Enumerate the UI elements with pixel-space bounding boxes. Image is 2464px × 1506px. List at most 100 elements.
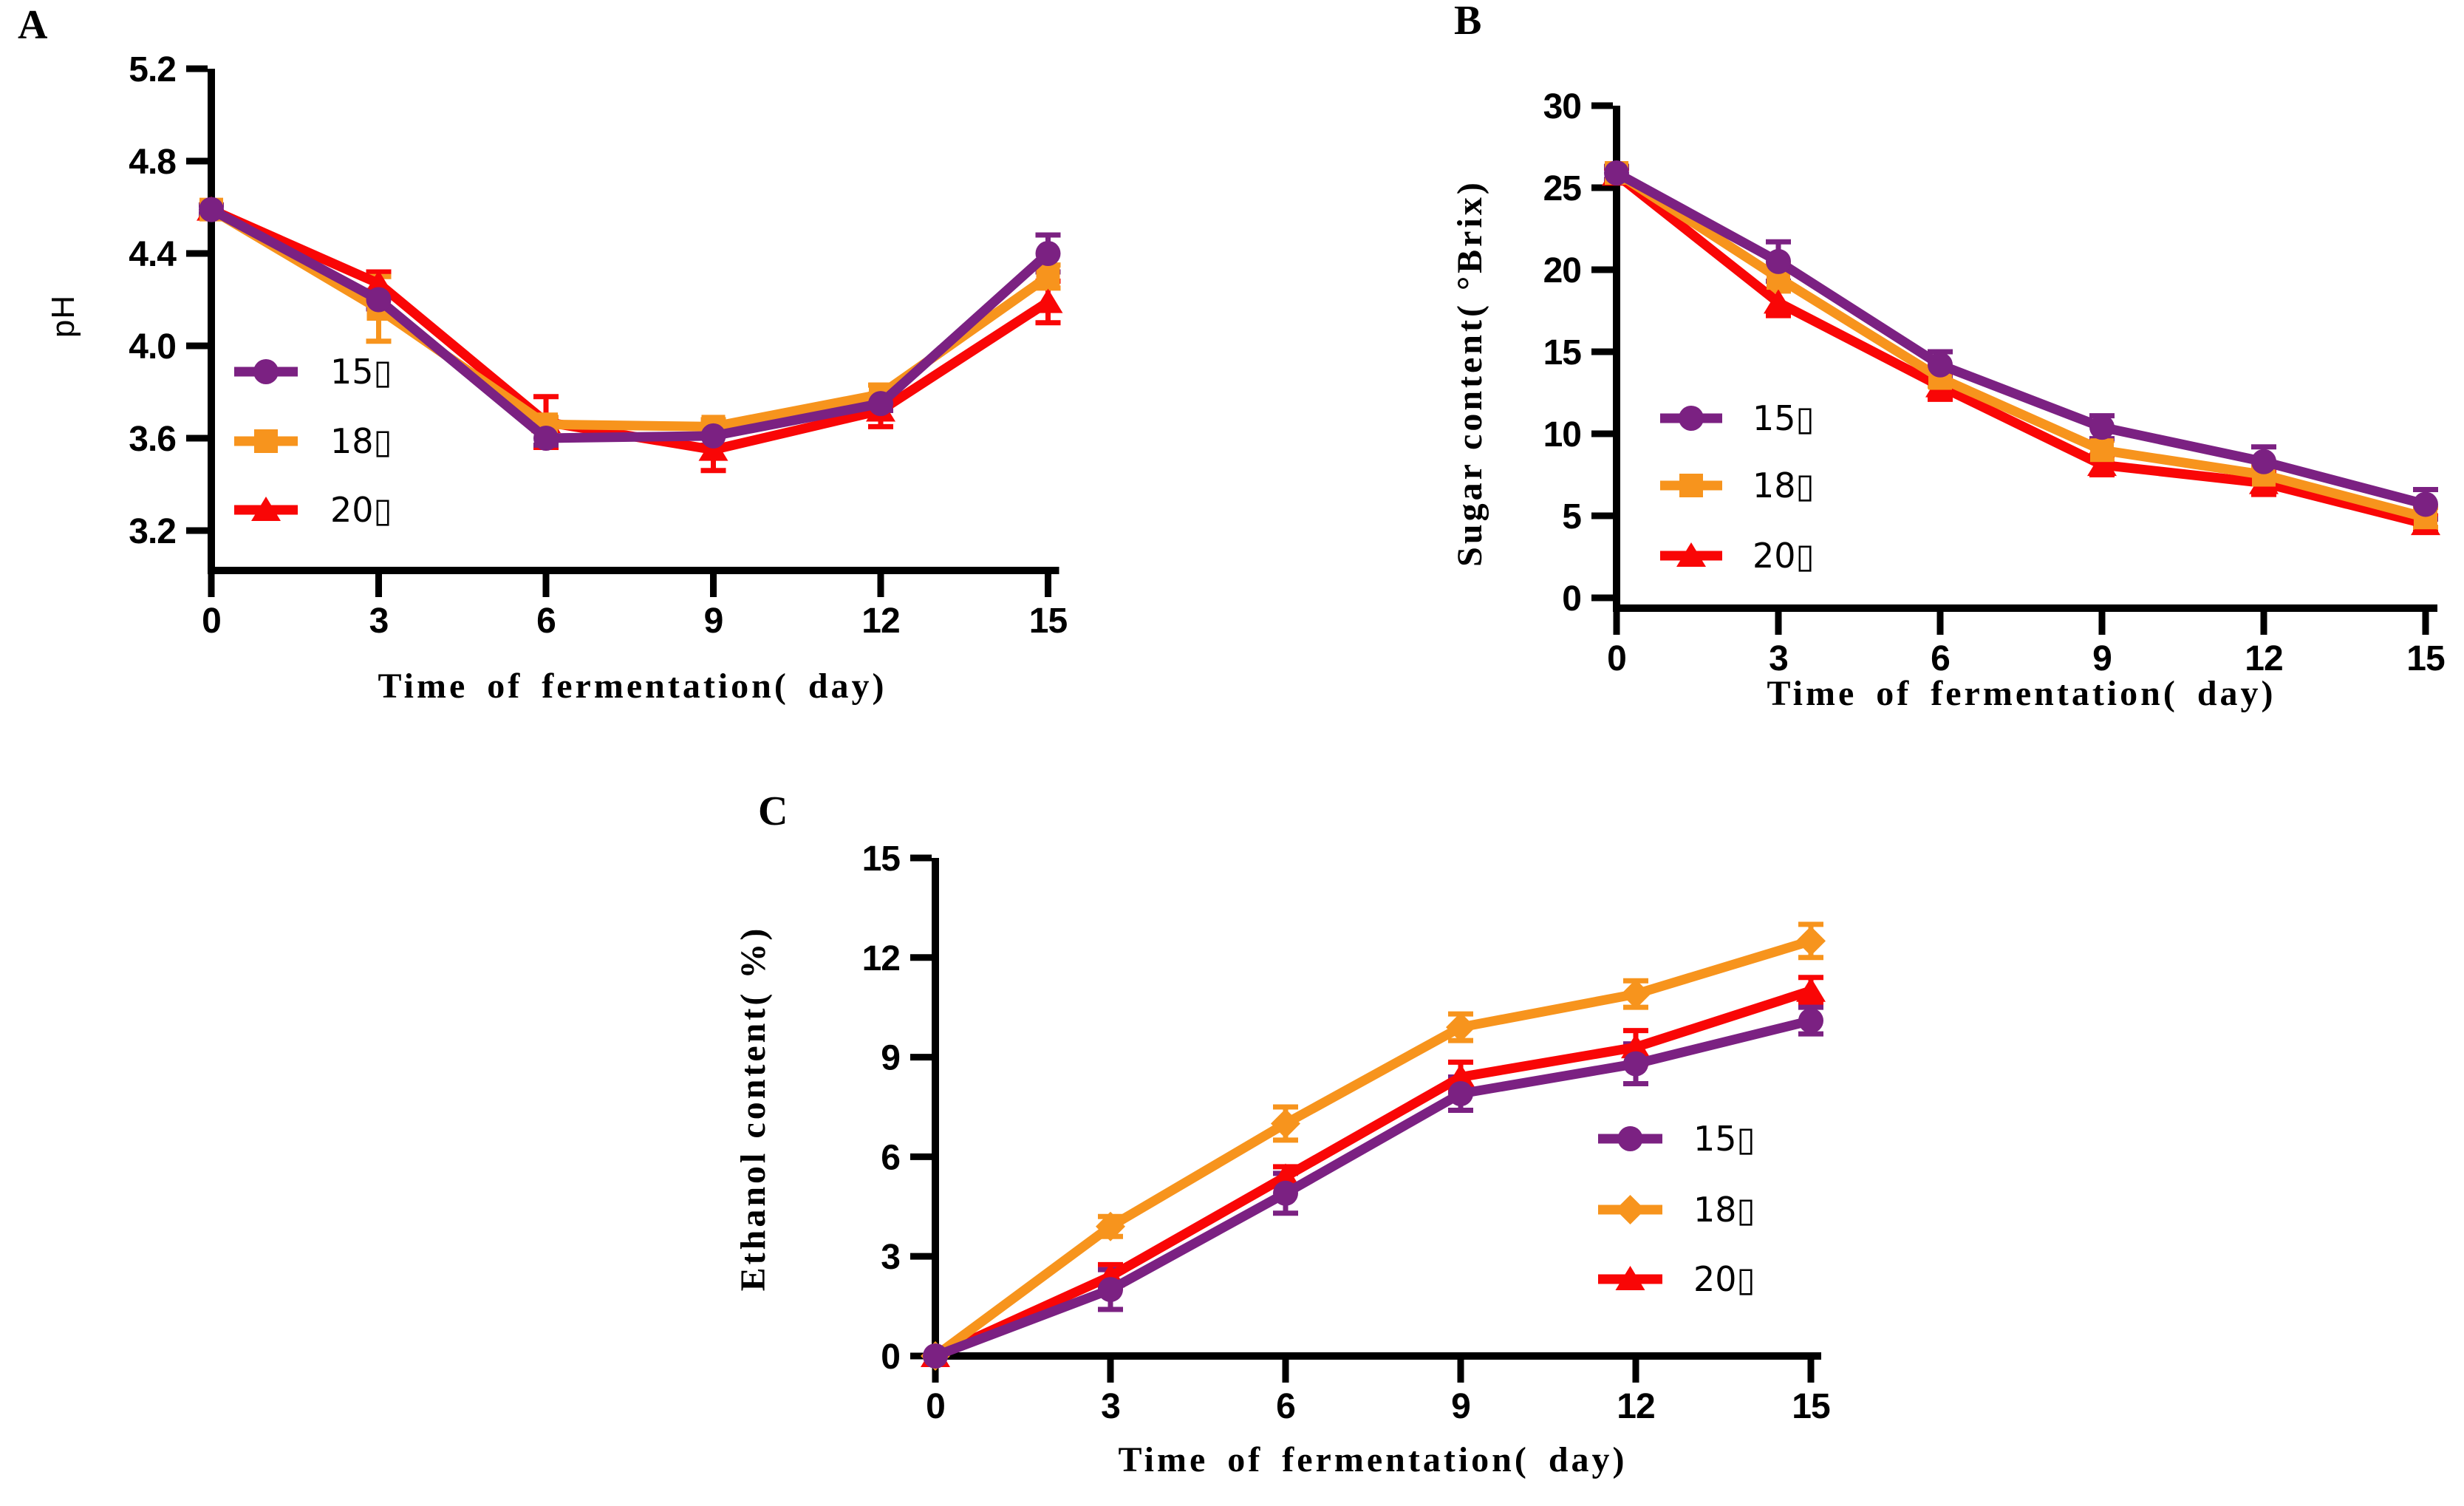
y-tick-label: 6 xyxy=(881,1138,900,1177)
y-tick-label: 15 xyxy=(1543,333,1582,372)
y-tick-label: 4.8 xyxy=(129,143,176,182)
legend-item-label: 15▯ xyxy=(1753,398,1815,438)
legend-item-label: 18▯ xyxy=(1693,1190,1755,1230)
marker-triangle xyxy=(1764,289,1793,314)
marker-square xyxy=(1036,265,1060,289)
series-line-15 C xyxy=(930,1015,1816,1361)
y-tick-label: 3 xyxy=(881,1238,900,1277)
x-tick-label: 3 xyxy=(369,602,389,641)
legend-item-label: 15▯ xyxy=(1693,1119,1755,1159)
marker-diamond xyxy=(1446,1012,1475,1043)
marker-triangle xyxy=(1676,542,1706,567)
marker-diamond xyxy=(1271,1108,1300,1139)
marker-circle xyxy=(868,391,893,417)
marker-triangle xyxy=(1796,977,1826,1002)
marker-circle xyxy=(700,423,726,449)
marker-diamond xyxy=(1615,1195,1645,1224)
marker-triangle xyxy=(698,436,728,461)
series-line-18 C xyxy=(206,205,1053,432)
marker-diamond xyxy=(1796,926,1826,956)
panel-letter-a: A xyxy=(18,2,48,48)
x-tick-label: 0 xyxy=(1607,639,1626,678)
x-tick-label: 3 xyxy=(1769,639,1788,678)
x-tick-label: 6 xyxy=(1931,639,1950,678)
x-tick-label: 9 xyxy=(704,602,723,641)
y-tick-label: 30 xyxy=(1543,87,1581,126)
y-tick-label: 0 xyxy=(881,1338,900,1377)
x-tick-label: 15 xyxy=(1029,602,1068,641)
marker-circle xyxy=(1928,352,1953,378)
y-tick-label: 5 xyxy=(1562,497,1581,536)
legend-item-label: 20▯ xyxy=(1753,536,1815,576)
marker-circle xyxy=(366,287,392,313)
x-tick-label: 15 xyxy=(1792,1387,1830,1426)
y-tick-label: 9 xyxy=(881,1039,900,1078)
x-tick-label: 9 xyxy=(2092,639,2112,678)
marker-circle xyxy=(1448,1081,1473,1107)
marker-square xyxy=(1679,474,1703,497)
x-tick-label: 9 xyxy=(1451,1387,1470,1426)
legend-item-label: 18▯ xyxy=(1753,466,1815,505)
marker-circle xyxy=(923,1343,948,1369)
marker-circle xyxy=(1679,406,1704,431)
series-line-20 C xyxy=(206,205,1053,455)
x-tick-label: 6 xyxy=(536,602,556,641)
marker-circle xyxy=(2413,491,2438,517)
marker-circle xyxy=(1098,1277,1123,1303)
x-tick-label: 15 xyxy=(2406,639,2445,678)
marker-triangle xyxy=(1446,1063,1475,1088)
marker-diamond xyxy=(1621,979,1651,1009)
legend-item-label: 20▯ xyxy=(330,490,392,530)
axes-frame xyxy=(932,858,1821,1360)
marker-diamond xyxy=(1096,1211,1125,1241)
y-tick-label: 4.0 xyxy=(129,327,176,367)
panel-letter-b: B xyxy=(1454,0,1482,44)
y-axis-title-b: Sugar content( °Brix) xyxy=(1450,180,1489,567)
y-tick-label: 5.2 xyxy=(129,50,176,89)
y-tick-label: 3.2 xyxy=(129,512,176,551)
y-tick-label: 25 xyxy=(1543,169,1582,208)
series-line-20 C xyxy=(930,986,1816,1361)
series-line-18 C xyxy=(930,936,1816,1361)
x-tick-label: 0 xyxy=(202,602,221,641)
y-tick-label: 12 xyxy=(862,939,900,978)
series-line-15 C xyxy=(206,205,1053,443)
y-tick-label: 15 xyxy=(862,839,901,879)
x-tick-label: 12 xyxy=(861,602,899,641)
x-axis-title-c: Time of fermentation( day) xyxy=(1118,1440,1628,1479)
marker-triangle xyxy=(1615,1266,1645,1290)
x-tick-label: 12 xyxy=(1617,1387,1654,1426)
legend-item-label: 15▯ xyxy=(330,352,392,392)
x-tick-label: 12 xyxy=(2245,639,2282,678)
y-tick-label: 20 xyxy=(1543,251,1581,290)
marker-circle xyxy=(253,359,279,384)
marker-circle xyxy=(533,426,559,451)
marker-triangle xyxy=(364,270,394,295)
marker-circle xyxy=(1273,1180,1298,1206)
marker-triangle xyxy=(1033,288,1063,313)
marker-circle xyxy=(1604,160,1629,186)
axes-frame xyxy=(208,69,1059,574)
y-tick-label: 10 xyxy=(1543,415,1581,454)
marker-triangle xyxy=(251,497,281,521)
y-tick-label: 4.4 xyxy=(129,235,177,274)
marker-triangle xyxy=(1271,1163,1300,1188)
marker-triangle xyxy=(1621,1034,1651,1059)
legend-item-label: 20▯ xyxy=(1693,1259,1755,1299)
marker-square xyxy=(2090,438,2114,463)
marker-circle xyxy=(199,197,224,222)
marker-circle xyxy=(1798,1008,1823,1034)
series-line-15 C xyxy=(1611,168,2431,509)
marker-circle xyxy=(1766,248,1791,274)
marker-circle xyxy=(1623,1051,1648,1077)
y-axis-title-a: pH xyxy=(45,294,81,338)
y-axis-title-c: Ethanol content( %) xyxy=(734,925,773,1292)
x-tick-label: 3 xyxy=(1101,1387,1120,1426)
axes-frame xyxy=(1613,106,2437,612)
x-tick-label: 0 xyxy=(926,1387,945,1426)
x-axis-title-b: Time of fermentation( day) xyxy=(1767,674,2276,713)
x-axis-title-a: Time of fermentation( day) xyxy=(378,667,887,706)
y-tick-label: 0 xyxy=(1562,579,1581,619)
